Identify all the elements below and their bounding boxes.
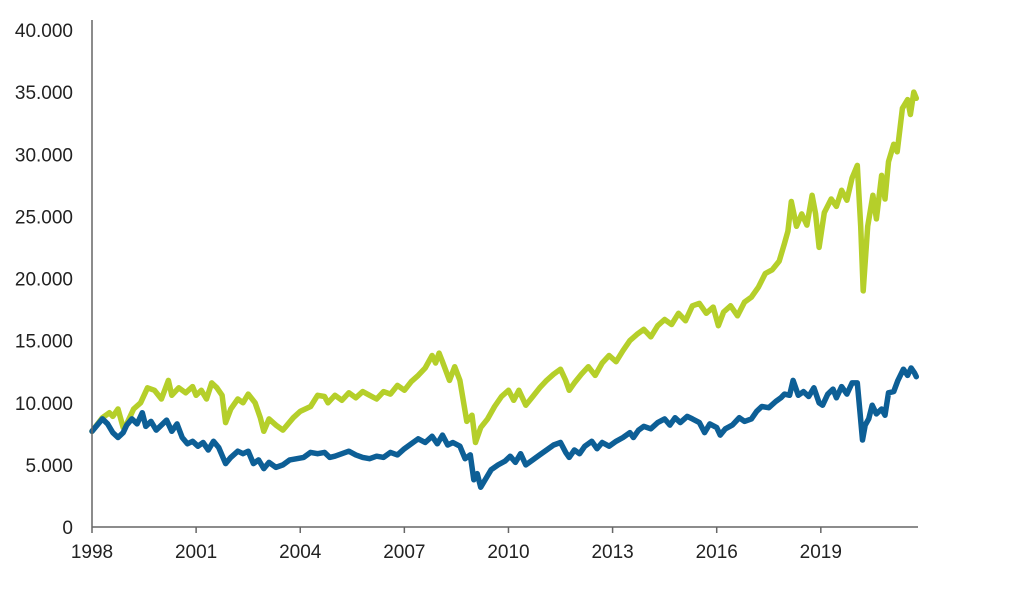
y-tick-label: 20.000 bbox=[15, 270, 73, 291]
x-tick-label: 2013 bbox=[591, 542, 633, 563]
y-tick-label: 40.000 bbox=[15, 21, 73, 42]
y-axis-ticks: 0 5.000 10.000 15.000 20.000 25.000 30.000 35.0… bbox=[15, 21, 73, 539]
y-tick-label: 30.000 bbox=[15, 145, 73, 166]
y-tick-label: 15.000 bbox=[15, 332, 73, 353]
x-tick-label: 1998 bbox=[71, 542, 113, 563]
series-line-2 bbox=[89, 365, 920, 490]
x-tick-label: 2019 bbox=[800, 542, 842, 563]
y-tick-label: 0 bbox=[62, 518, 73, 539]
x-tick-label: 2001 bbox=[175, 542, 217, 563]
y-tick-label: 25.000 bbox=[15, 207, 73, 228]
x-tick-label: 2007 bbox=[383, 542, 425, 563]
series-line-1 bbox=[89, 89, 920, 446]
y-tick-label: 10.000 bbox=[15, 394, 73, 415]
x-tick-label: 2004 bbox=[279, 542, 322, 563]
x-axis-ticks: 1998 2001 2004 2007 2010 2013 2016 2019 bbox=[71, 527, 842, 563]
y-tick-label: 35.000 bbox=[15, 83, 73, 104]
x-tick-label: 2016 bbox=[696, 542, 738, 563]
y-tick-label: 5.000 bbox=[25, 456, 73, 477]
x-tick-label: 2010 bbox=[487, 542, 529, 563]
series-layer bbox=[89, 89, 920, 490]
